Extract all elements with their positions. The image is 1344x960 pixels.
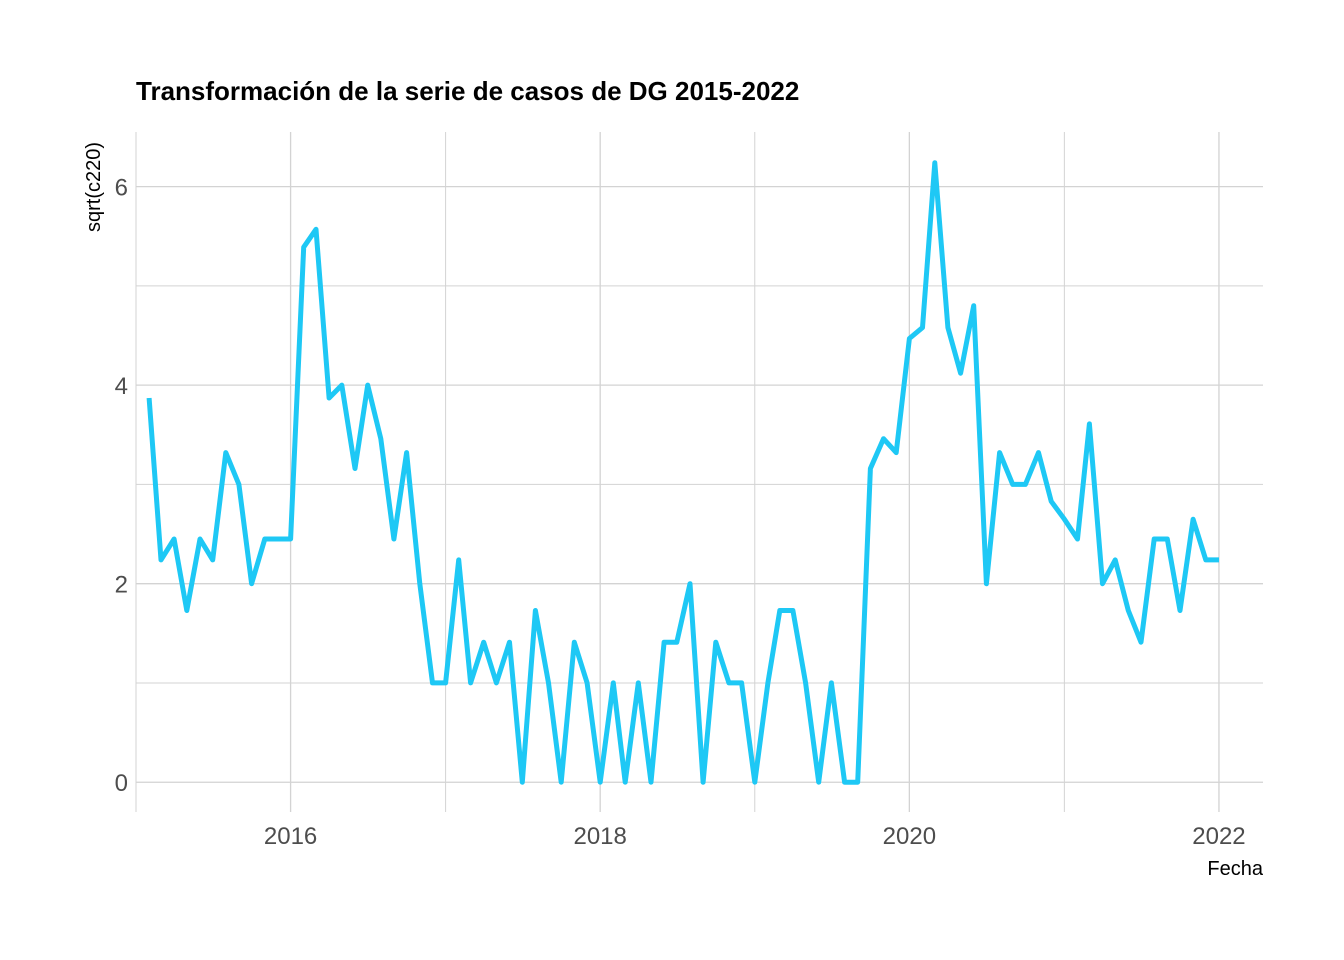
x-tick-label: 2020 <box>883 823 936 850</box>
x-tick-label: 2016 <box>264 823 317 850</box>
minor-gridlines <box>135 132 1263 812</box>
major-gridlines <box>136 132 1263 812</box>
y-axis-title: sqrt(c220) <box>83 142 105 232</box>
y-tick-label: 6 <box>115 175 128 202</box>
series-layer <box>146 160 1219 785</box>
y-tick-labels: 0 2 4 6 <box>115 175 128 798</box>
y-tick-label: 0 <box>115 770 128 797</box>
chart-title: Transformación de la serie de casos de D… <box>136 76 800 106</box>
x-tick-label: 2018 <box>573 823 626 850</box>
y-tick-label: 4 <box>115 373 128 400</box>
x-axis-title: Fecha <box>1207 858 1263 880</box>
x-tick-label: 2022 <box>1192 823 1245 850</box>
y-tick-label: 2 <box>115 572 128 599</box>
x-tick-labels: 2016 2018 2020 2022 <box>264 823 1246 850</box>
series-line <box>146 160 1219 785</box>
